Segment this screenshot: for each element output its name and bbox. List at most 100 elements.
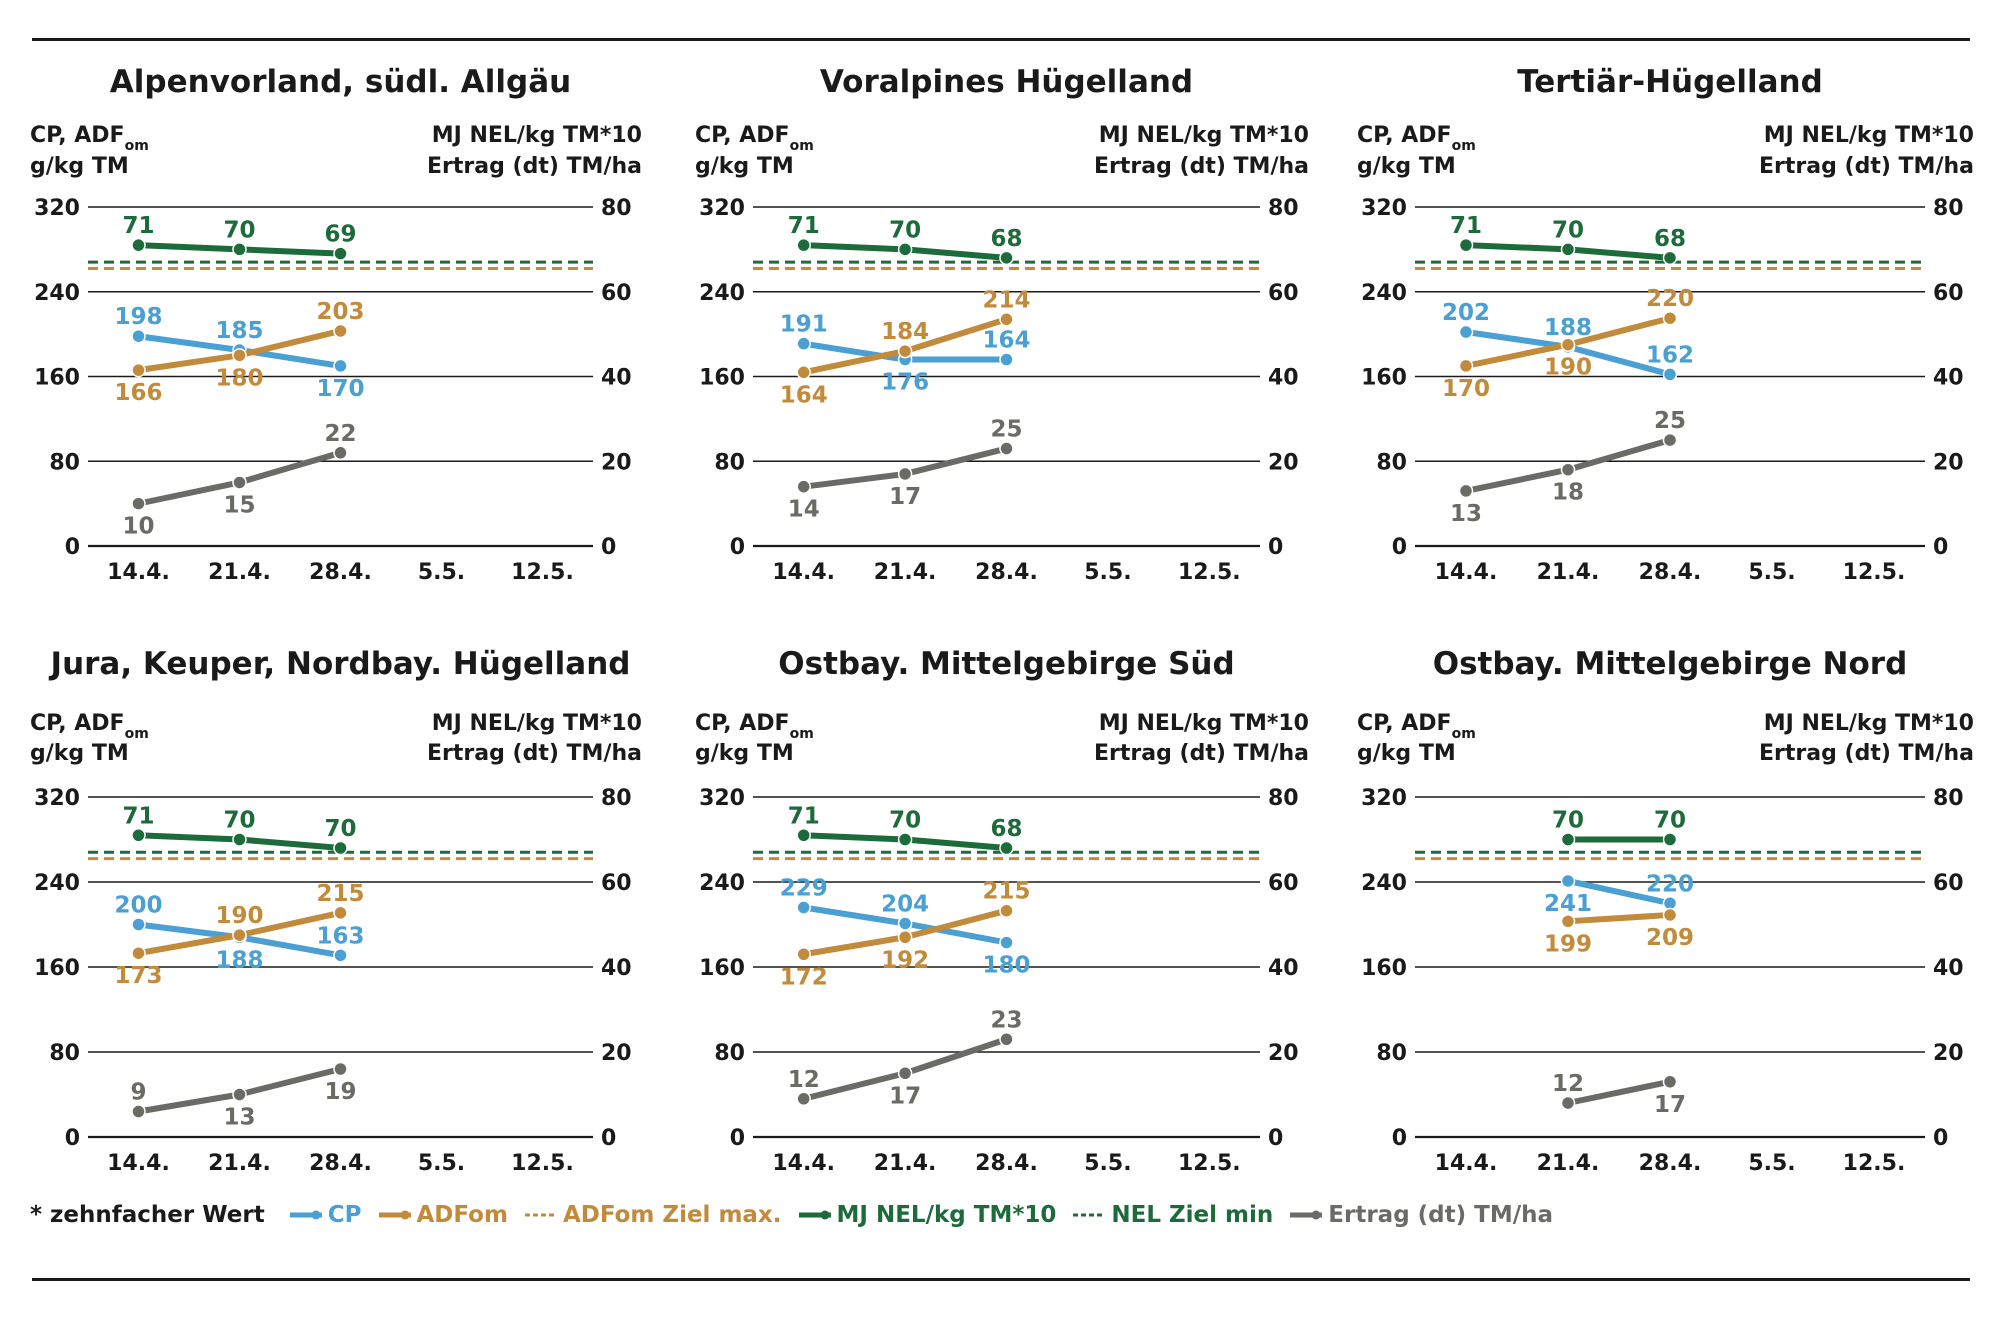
adf-data-label: 220 xyxy=(1646,286,1694,312)
adf-data-label: 199 xyxy=(1544,931,1592,957)
yield-data-label: 25 xyxy=(990,417,1022,443)
adf-data-point xyxy=(897,343,913,359)
right-tick-label: 20 xyxy=(1268,1041,1299,1066)
nel-data-label: 70 xyxy=(1654,808,1686,834)
right-tick-label: 0 xyxy=(1268,1126,1283,1151)
right-tick-label: 20 xyxy=(1268,450,1299,475)
footnote: * zehnfacher Wert xyxy=(30,1202,265,1228)
nel-data-label: 71 xyxy=(1450,213,1482,239)
right-tick-label: 80 xyxy=(1268,786,1299,811)
left-tick-label: 80 xyxy=(49,1041,80,1066)
left-tick-label: 80 xyxy=(49,450,80,475)
adf-data-point xyxy=(333,905,348,921)
cp-data-point xyxy=(1458,324,1474,340)
left-tick-label: 320 xyxy=(34,786,80,811)
nel-data-point xyxy=(1662,250,1678,266)
right-tick-label: 0 xyxy=(601,535,616,560)
left-tick-label: 240 xyxy=(34,871,80,896)
right-tick-label: 80 xyxy=(601,196,632,221)
left-tick-label: 80 xyxy=(714,450,745,475)
nel-data-label: 71 xyxy=(122,803,154,829)
yield-data-label: 25 xyxy=(1654,408,1686,434)
yield-data-point xyxy=(131,496,146,511)
right-tick-label: 40 xyxy=(1933,956,1964,981)
legend-item-adf: ADFom xyxy=(378,1202,508,1228)
right-axis-label: MJ NEL/kg TM*10 xyxy=(1764,123,1974,148)
left-tick-label: 80 xyxy=(1376,1041,1407,1066)
adf-data-label: 180 xyxy=(215,365,263,391)
x-tick-label: 28.4. xyxy=(975,560,1038,585)
left-axis-label-main: CP, ADF xyxy=(30,123,125,148)
right-axis-label: MJ NEL/kg TM*10 xyxy=(1099,123,1309,148)
left-tick-label: 320 xyxy=(1361,196,1407,221)
adf-data-label: 170 xyxy=(1442,376,1490,402)
left-axis-label-subscript: om xyxy=(125,138,149,154)
left-tick-label: 160 xyxy=(34,366,80,391)
right-tick-label: 0 xyxy=(1933,1126,1948,1151)
left-axis-label-main: CP, ADF xyxy=(695,123,790,148)
x-tick-label: 14.4. xyxy=(107,560,170,585)
adf-data-point xyxy=(1560,914,1576,929)
left-axis-label-unit: g/kg TM xyxy=(695,154,794,179)
cp-data-point xyxy=(131,917,146,932)
cp-data-label: 180 xyxy=(982,953,1030,979)
right-axis-label: MJ NEL/kg TM*10 xyxy=(432,711,642,736)
nel-data-label: 68 xyxy=(1654,226,1686,252)
yield-data-label: 13 xyxy=(1450,501,1482,527)
yield-data-label: 17 xyxy=(889,1083,921,1109)
legend-swatch-nel-target xyxy=(1073,1213,1106,1217)
adf-data-label: 166 xyxy=(114,380,162,406)
right-axis-label-yield: Ertrag (dt) TM/ha xyxy=(427,154,642,179)
left-axis-label-subscript: om xyxy=(1452,726,1476,742)
yield-data-label: 12 xyxy=(788,1067,820,1093)
yield-data-point xyxy=(1560,462,1576,477)
left-axis-label-subscript: om xyxy=(1452,138,1476,154)
yield-data-label: 9 xyxy=(130,1080,146,1106)
yield-data-point xyxy=(1560,1095,1576,1111)
right-axis-label-yield: Ertrag (dt) TM/ha xyxy=(1759,741,1974,766)
cp-data-label: 163 xyxy=(316,923,364,949)
left-axis-label: CP, ADFom xyxy=(695,711,814,742)
chart-title: Tertiär-Hügelland xyxy=(1517,64,1823,100)
cp-data-label: 188 xyxy=(215,947,263,973)
nel-data-point xyxy=(232,242,247,257)
chart-panel: Jura, Keuper, Nordbay. Hügelland CP, ADFo… xyxy=(30,646,642,1176)
left-tick-label: 160 xyxy=(1361,366,1407,391)
x-tick-label: 28.4. xyxy=(975,1151,1038,1176)
left-axis-label-unit: g/kg TM xyxy=(30,154,129,179)
nel-data-point xyxy=(1560,242,1576,257)
right-tick-label: 0 xyxy=(1933,535,1948,560)
yield-data-point xyxy=(333,1061,348,1077)
cp-data-label: 188 xyxy=(1544,315,1592,341)
adf-data-label: 192 xyxy=(881,947,929,973)
x-tick-label: 21.4. xyxy=(208,1151,271,1176)
left-tick-label: 240 xyxy=(699,871,745,896)
yield-data-point xyxy=(232,475,247,490)
left-tick-label: 0 xyxy=(730,535,745,560)
x-tick-label: 14.4. xyxy=(107,1151,170,1176)
left-axis-label: CP, ADFom xyxy=(1357,123,1476,154)
left-tick-label: 240 xyxy=(699,281,745,306)
legend-swatch-adf-target xyxy=(524,1213,557,1217)
right-tick-label: 20 xyxy=(601,1041,632,1066)
nel-data-point xyxy=(1662,832,1678,847)
nel-data-label: 70 xyxy=(1552,217,1584,243)
yield-data-point xyxy=(131,1104,146,1119)
left-axis-label-subscript: om xyxy=(790,726,814,742)
left-tick-label: 320 xyxy=(1361,786,1407,811)
nel-data-point xyxy=(333,840,348,856)
yield-data-point xyxy=(232,1087,247,1102)
x-tick-label: 14.4. xyxy=(772,1151,835,1176)
adf-data-label: 173 xyxy=(114,963,162,989)
yield-data-label: 14 xyxy=(788,497,820,523)
right-tick-label: 40 xyxy=(1933,366,1964,391)
cp-data-point xyxy=(796,900,811,915)
legend-label-nel: MJ NEL/kg TM*10 xyxy=(836,1202,1057,1228)
nel-data-point xyxy=(796,237,811,253)
x-tick-label: 14.4. xyxy=(1435,1151,1498,1176)
x-tick-label: 12.5. xyxy=(1843,560,1906,585)
cp-data-point xyxy=(1560,873,1576,889)
left-axis-label-unit: g/kg TM xyxy=(695,741,794,766)
